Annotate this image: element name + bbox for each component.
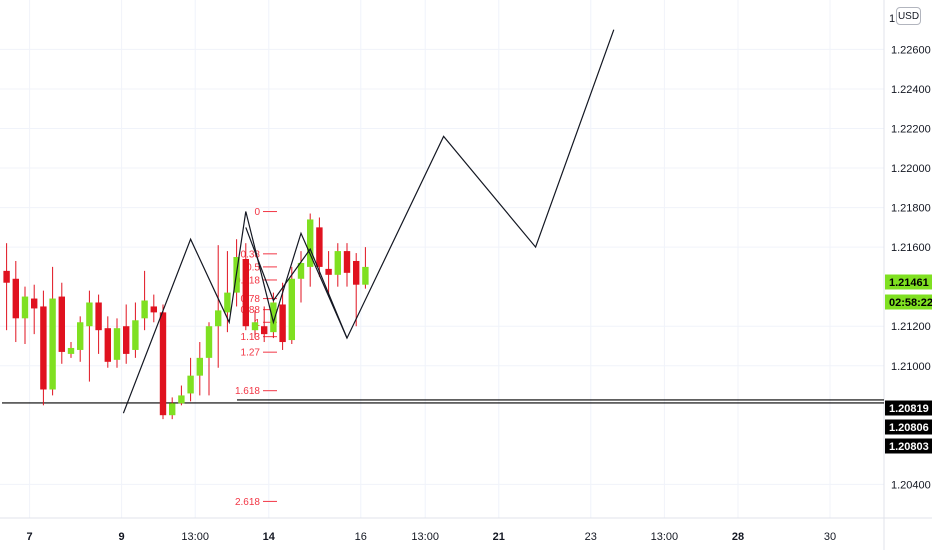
candle-down [104,328,111,362]
fib-level-label: 2.618 [235,497,260,508]
candle-up [49,298,56,390]
candle-up [288,278,295,341]
candlestick-series [3,213,369,420]
price-tick-label: 1.22200 [891,124,931,136]
candle-down [261,326,268,335]
horizontal-levels[interactable] [2,399,884,404]
candle-up [187,375,194,394]
candle-up [169,403,176,416]
price-badge-label: 1.21461 [889,277,929,289]
fib-level-label: 1.27 [241,348,261,359]
candle-up [21,296,29,319]
price-badge-label: 1.20806 [889,422,929,434]
candle-up [67,347,75,354]
price-badge [885,294,932,310]
price-badge-label: 02:58:22 [889,297,932,309]
price-tick-label: 1.22000 [891,163,931,175]
fib-level-label: 1.13 [241,332,261,343]
candle-up [86,302,93,327]
candle-down [123,326,130,354]
candle-down [95,302,102,331]
candle-down [150,306,157,313]
time-tick-label: 28 [732,531,744,543]
projection-path [122,29,615,414]
harmonic-pattern-drawing[interactable] [122,29,615,414]
candle-down [325,268,332,275]
time-tick-label: 23 [585,531,597,543]
price-badge-label: 1.20819 [889,403,929,415]
candle-up [178,395,185,404]
price-tick-label: 1.20400 [891,479,931,491]
candle-down [159,312,167,416]
candle-up [77,322,84,350]
candle-up [307,219,314,267]
candle-up [334,251,341,275]
fib-level-label: 0.88 [241,305,261,316]
candle-down [58,296,65,352]
candle-up [224,292,231,313]
time-tick-label: 21 [493,531,505,543]
pattern-leg-path [245,227,348,339]
candle-down [353,260,360,285]
chart-grid [0,0,884,518]
candle-up [215,310,222,327]
candle-down [279,304,286,343]
price-badge [885,438,932,454]
time-tick-label: 13:00 [411,531,439,543]
candle-down [31,298,38,309]
fib-level-label: 0.38 [241,249,261,260]
time-axis[interactable]: 7 9 13:00 14 16 13:00 21 23 13:00 28 30 [0,517,932,543]
candle-down [316,227,323,267]
price-badge [885,419,932,435]
candle-down [242,259,249,327]
fib-level-label: 0.78 [241,294,261,305]
price-tick-label: 1.21000 [891,361,931,373]
candle-up [196,357,203,376]
price-tick-label: 1.22400 [891,84,931,96]
price-tick-label: 1.21800 [891,203,931,215]
time-tick-label: 13:00 [181,531,209,543]
candle-up [205,326,213,358]
candle-down [343,251,351,273]
candle-up [270,302,277,333]
fib-level-label: 1.618 [235,386,260,397]
candle-down [3,270,10,283]
fib-level-label: 0 [254,207,260,218]
price-axis[interactable]: 1.22600 1.22400 1.22200 1.22000 1.21800 1.216… [883,0,931,550]
price-badge [885,274,932,290]
price-badge [885,400,932,416]
currency-button[interactable]: USD [896,7,921,25]
candle-up [362,266,369,285]
price-axis-badges: 1.21461 02:58:22 1.20819 1.20806 1.20803 [885,274,932,454]
time-tick-label: 16 [355,531,367,543]
candle-up [113,328,121,360]
candle-up [132,320,139,350]
time-tick-label: 13:00 [651,531,679,543]
candle-up [297,262,305,279]
candle-down [12,278,19,319]
candle-up [251,322,259,331]
time-tick-label: 14 [263,531,276,543]
price-tick-label: 1 [889,13,895,25]
time-tick-label: 30 [824,531,836,543]
price-tick-label: 1.21200 [891,321,931,333]
price-badge-label: 1.20803 [889,441,929,453]
price-tick-label: 1.21600 [891,242,931,254]
price-tick-label: 1.22600 [891,44,931,56]
time-tick-label: 9 [119,531,125,543]
candle-down [40,306,47,390]
time-tick-label: 7 [27,531,33,543]
candle-up [141,300,148,319]
fib-level-label: 0.5 [246,262,260,273]
